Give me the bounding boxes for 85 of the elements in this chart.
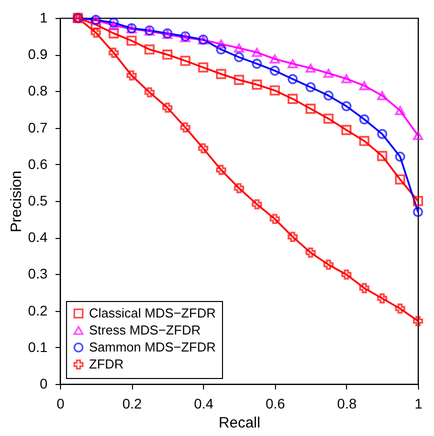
x-tick-label: 1 xyxy=(414,396,423,412)
point xyxy=(377,293,388,304)
point xyxy=(288,59,298,68)
point xyxy=(126,36,137,46)
point xyxy=(341,269,352,280)
point xyxy=(359,136,370,146)
point xyxy=(341,101,352,112)
point xyxy=(359,114,370,124)
x-tick-label: 0.6 xyxy=(266,396,286,412)
point xyxy=(288,94,298,104)
point xyxy=(395,304,406,314)
point xyxy=(288,74,298,84)
y-tick-label: 0.9 xyxy=(28,46,48,62)
point xyxy=(306,82,316,92)
point xyxy=(252,80,262,90)
point xyxy=(323,260,334,270)
x-tick-label: 0.2 xyxy=(122,396,142,412)
y-tick-label: 0.7 xyxy=(28,119,48,136)
y-tick-label: 0.3 xyxy=(28,266,48,282)
y-axis-title: Precision xyxy=(8,170,26,232)
point xyxy=(306,248,316,258)
x-tick-label: 0 xyxy=(56,396,65,412)
point xyxy=(180,122,190,133)
point xyxy=(90,20,101,30)
y-tick-label: 0.4 xyxy=(28,229,48,246)
point xyxy=(323,68,334,78)
point xyxy=(377,150,388,162)
y-tick-label: 0.1 xyxy=(28,338,48,355)
point xyxy=(252,48,262,57)
point xyxy=(252,199,262,210)
legend-label: Sammon MDS−ZFDR xyxy=(89,340,216,354)
point xyxy=(162,102,172,113)
y-tick-label: 0.5 xyxy=(28,192,48,208)
point xyxy=(216,164,226,175)
legend-label: Classical MDS−ZFDR xyxy=(89,306,216,320)
point xyxy=(162,50,172,60)
point xyxy=(126,70,137,81)
point xyxy=(395,174,406,184)
point xyxy=(180,56,190,66)
point xyxy=(359,283,370,294)
point xyxy=(306,64,316,73)
point xyxy=(395,152,406,162)
point xyxy=(144,87,155,98)
point xyxy=(412,316,424,326)
point xyxy=(323,90,334,101)
point xyxy=(234,74,244,85)
point xyxy=(377,128,388,140)
x-tick-label: 0.8 xyxy=(337,396,357,412)
y-tick-label: 0 xyxy=(40,376,48,392)
point xyxy=(108,20,119,30)
x-axis-title: Recall xyxy=(218,414,260,432)
point xyxy=(341,74,352,84)
point xyxy=(252,58,262,69)
point xyxy=(412,206,424,218)
point xyxy=(270,214,280,224)
point xyxy=(270,66,280,76)
point xyxy=(341,124,352,136)
point xyxy=(359,81,370,90)
point xyxy=(306,104,316,114)
point xyxy=(90,28,101,38)
point xyxy=(216,39,226,49)
legend-label: Stress MDS−ZFDR xyxy=(89,322,201,338)
point xyxy=(216,68,226,80)
point xyxy=(270,54,280,64)
legend-label: ZFDR xyxy=(89,356,124,372)
y-tick-label: 0.2 xyxy=(28,302,48,318)
y-tick-label: 0.8 xyxy=(28,82,48,99)
point xyxy=(323,114,334,124)
point xyxy=(288,232,298,242)
point xyxy=(108,48,119,58)
point xyxy=(234,43,244,53)
point xyxy=(412,130,424,140)
point xyxy=(412,196,424,206)
point xyxy=(395,106,406,116)
point xyxy=(198,143,208,154)
point xyxy=(198,62,208,72)
x-tick-label: 0.4 xyxy=(194,396,214,412)
point xyxy=(270,85,280,96)
y-tick-label: 0.6 xyxy=(28,156,48,172)
point xyxy=(234,183,244,194)
point xyxy=(234,52,244,62)
point xyxy=(216,44,226,55)
point xyxy=(377,91,388,100)
point xyxy=(144,44,155,55)
y-tick-label: 1 xyxy=(40,10,48,26)
